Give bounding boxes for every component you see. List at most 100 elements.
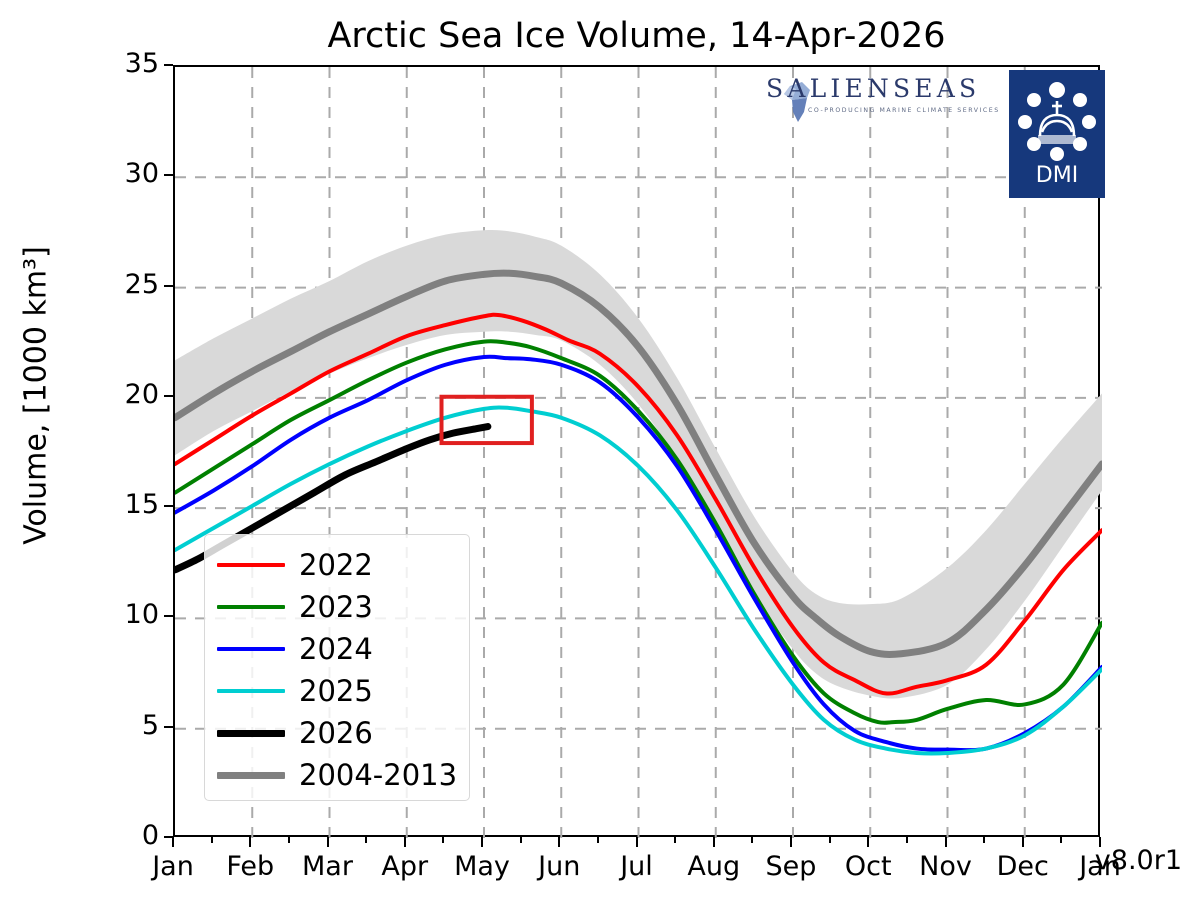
y-tick-mark [164, 284, 173, 287]
legend-label: 2023 [299, 589, 373, 624]
legend-line-icon [217, 563, 285, 567]
y-tick-label: 5 [141, 709, 159, 741]
y-tick-mark [164, 615, 173, 618]
legend-label: 2024 [299, 631, 373, 666]
climatology-band-area [175, 230, 1102, 699]
x-tick-mark [481, 837, 483, 847]
dmi-label: DMI [1036, 163, 1078, 188]
crown-icon [1038, 101, 1076, 137]
x-tick-mark [635, 837, 638, 847]
series-line-2004-2013 [175, 269, 1102, 658]
legend-item-2024[interactable]: 2024 [205, 628, 469, 670]
y-tick-label: 0 [141, 820, 159, 851]
series-line-2025 [175, 405, 1102, 756]
x-tick-mark-minor [210, 837, 213, 843]
y-tick-mark [164, 725, 173, 728]
x-tick-mark [172, 837, 174, 847]
salienseas-wordmark: SALIENSEAS [766, 74, 980, 103]
legend-swatch-2026 [217, 729, 285, 737]
x-tick-label: Feb [226, 851, 275, 882]
x-tick-label: Jan [152, 851, 194, 882]
legend-label: 2025 [299, 673, 373, 708]
legend-item-2025[interactable]: 2025 [205, 670, 469, 712]
iceberg-icon [784, 82, 810, 122]
y-tick-mark [164, 64, 173, 66]
y-tick-mark [164, 505, 173, 508]
legend-item-2004-2013[interactable]: 2004-2013 [205, 754, 469, 796]
series-line-2023 [175, 339, 1102, 725]
x-tick-mark [1021, 837, 1024, 847]
y-axis-label: Volume, [1000 km³] [18, 246, 54, 545]
legend-item-2023[interactable]: 2023 [205, 586, 469, 628]
y-tick-label: 10 [124, 599, 159, 631]
legend-label: 2026 [299, 715, 373, 750]
climatology-band [175, 230, 1102, 699]
x-tick-mark-minor [365, 837, 368, 843]
chart-legend: 2022 2023 2024 2025 2026 2004-2013 [204, 534, 470, 801]
x-tick-mark-minor [442, 837, 445, 843]
x-tick-mark [403, 837, 406, 847]
y-tick-label: 35 [124, 48, 159, 79]
x-tick-label: Jun [538, 851, 581, 882]
x-tick-mark-minor [596, 837, 599, 843]
crown-base [1038, 135, 1076, 144]
x-tick-mark [712, 837, 715, 847]
legend-swatch-2022 [217, 563, 285, 567]
x-tick-label: Mar [302, 851, 353, 882]
y-tick-label: 15 [124, 489, 159, 521]
dmi-logo: DMI [1009, 70, 1105, 198]
legend-line-icon [217, 647, 285, 651]
legend-label: 2022 [299, 547, 373, 582]
y-tick-mark [164, 174, 173, 177]
y-tick-mark [164, 394, 173, 397]
legend-swatch-2004-2013 [217, 771, 285, 779]
x-tick-mark-minor [519, 837, 522, 843]
x-tick-mark-minor [905, 837, 908, 843]
x-tick-mark-minor [674, 837, 677, 843]
x-tick-label: Nov [919, 851, 972, 882]
salienseas-logo-svg: SALIENSEAS CO-PRODUCING MARINE CLIMATE S… [766, 74, 1000, 122]
legend-item-2022[interactable]: 2022 [205, 544, 469, 586]
legend-line-icon [217, 729, 285, 737]
x-tick-mark [249, 837, 252, 847]
x-tick-label: May [454, 851, 510, 882]
x-tick-label: Oct [844, 851, 892, 882]
legend-swatch-2025 [217, 689, 285, 693]
current-value-highlight [439, 394, 534, 446]
y-tick-label: 25 [124, 268, 159, 300]
series-line-2024 [175, 354, 1102, 753]
legend-line-icon [217, 771, 285, 779]
y-tick-label: 20 [124, 378, 159, 410]
x-tick-mark-minor [287, 837, 290, 843]
legend-swatch-2024 [217, 647, 285, 651]
x-tick-label: Sep [765, 851, 817, 882]
legend-item-2026[interactable]: 2026 [205, 712, 469, 754]
x-tick-label: Apr [381, 851, 429, 882]
version-label: v8.0r1 [1094, 845, 1182, 876]
x-tick-label: Dec [996, 851, 1049, 882]
x-tick-label: Aug [687, 851, 741, 882]
x-tick-mark [558, 837, 561, 847]
x-tick-mark-minor [983, 837, 986, 843]
salienseas-tagline: CO-PRODUCING MARINE CLIMATE SERVICES [808, 107, 1000, 114]
series-line-2022 [175, 312, 1102, 696]
x-tick-mark [944, 837, 947, 847]
x-tick-mark-minor [751, 837, 754, 843]
x-tick-mark [867, 837, 870, 847]
x-tick-mark-minor [828, 837, 831, 843]
x-tick-mark [326, 837, 329, 847]
x-tick-label: Jul [620, 851, 653, 882]
legend-line-icon [217, 605, 285, 609]
legend-swatch-2023 [217, 605, 285, 609]
chart-title: Arctic Sea Ice Volume, 14-Apr-2026 [327, 16, 946, 56]
x-tick-mark [1099, 837, 1101, 847]
y-tick-mark [164, 836, 173, 838]
x-tick-mark [790, 837, 792, 847]
salienseas-logo: SALIENSEAS CO-PRODUCING MARINE CLIMATE S… [762, 70, 1007, 130]
legend-label: 2004-2013 [299, 757, 458, 792]
annotation-group [439, 394, 534, 446]
y-tick-label: 30 [124, 158, 159, 190]
legend-line-icon [217, 689, 285, 693]
dmi-logo-svg: DMI [1009, 70, 1105, 198]
